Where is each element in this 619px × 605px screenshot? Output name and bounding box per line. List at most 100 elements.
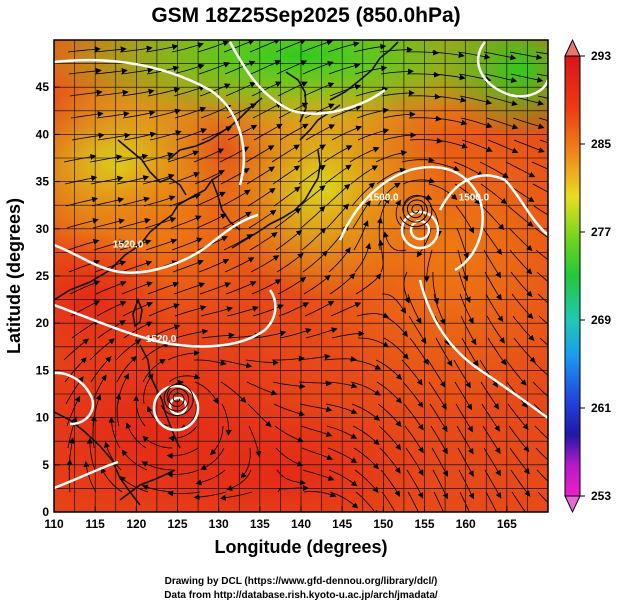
contour-line	[54, 289, 277, 348]
streamline	[93, 239, 126, 251]
streamline	[272, 165, 301, 185]
streamline	[323, 145, 353, 163]
coastline-korea	[211, 179, 241, 231]
streamline	[279, 328, 312, 339]
streamline	[86, 437, 96, 471]
y-tick-label: 45	[36, 80, 50, 94]
colorbar-ticks: 293 285 277 269 261 253	[580, 49, 611, 503]
streamline	[144, 217, 177, 229]
streamline	[226, 103, 257, 119]
streamline	[225, 82, 257, 97]
streamline	[538, 315, 548, 325]
streamline	[276, 60, 308, 75]
streamline	[509, 447, 530, 475]
streamline	[301, 227, 327, 251]
coastline-bohai	[117, 139, 187, 196]
streamline	[172, 63, 205, 75]
contour-line	[476, 41, 548, 98]
streamline	[329, 491, 359, 509]
colorbar-tick-label: 277	[591, 225, 611, 239]
streamline	[350, 381, 381, 396]
streamline	[483, 249, 502, 279]
streamline	[246, 166, 275, 185]
contour-line	[54, 213, 259, 274]
y-axis: 0 5 10 15 20 25 30 35 40 45	[36, 80, 60, 519]
streamline	[147, 87, 181, 97]
streamline	[509, 249, 533, 275]
streamline	[251, 279, 282, 295]
streamline	[406, 71, 440, 78]
streamline	[89, 338, 115, 361]
streamline	[458, 469, 474, 500]
streamline	[537, 95, 548, 99]
streamline	[403, 271, 410, 304]
streamline	[83, 460, 97, 493]
streamline	[380, 68, 414, 75]
streamline	[302, 469, 335, 481]
streamline	[121, 88, 155, 97]
coastlines	[54, 41, 399, 506]
streamline	[240, 447, 251, 479]
streamline	[305, 124, 336, 141]
streamline	[356, 107, 389, 119]
streamline	[142, 435, 173, 449]
streamline	[193, 491, 227, 500]
streamline	[381, 491, 396, 512]
streamline	[432, 271, 439, 305]
streamline	[123, 131, 157, 141]
x-tick-label: 140	[291, 517, 311, 531]
colorbar-tick-label: 285	[591, 137, 611, 151]
credit-data: Data from http://database.rish.kyoto-u.a…	[164, 590, 438, 601]
streamline	[405, 49, 439, 56]
streamline	[273, 403, 306, 417]
streamline	[174, 106, 207, 119]
streamline	[531, 359, 548, 376]
streamline	[539, 337, 548, 346]
streamline	[142, 173, 175, 185]
streamline	[432, 469, 448, 500]
colorbar-bottom-arrow	[564, 495, 581, 514]
x-tick-label: 125	[167, 517, 187, 531]
streamline	[531, 161, 548, 170]
streamline	[428, 183, 458, 200]
streamline	[484, 469, 502, 499]
streamline	[483, 447, 502, 477]
streamline	[304, 301, 335, 317]
streamline	[381, 90, 415, 97]
streamline	[71, 319, 100, 339]
streamline	[252, 102, 283, 119]
streamline	[100, 467, 123, 493]
streamline	[485, 95, 518, 107]
contour-label: 1520.0	[113, 240, 144, 251]
streamline	[328, 247, 351, 273]
streamline	[457, 51, 491, 60]
x-tick-label: 115	[85, 517, 105, 531]
streamline	[219, 359, 253, 369]
x-tick-label: 120	[126, 517, 146, 531]
streamline	[461, 337, 479, 367]
streamline	[143, 373, 154, 405]
streamline	[120, 67, 154, 75]
streamline	[247, 403, 272, 428]
streamline	[166, 447, 199, 459]
streamline	[401, 359, 423, 386]
streamline	[352, 425, 380, 446]
streamline	[277, 484, 309, 493]
streamline	[149, 324, 181, 339]
x-tick-label: 160	[456, 517, 476, 531]
streamline	[407, 93, 441, 100]
streamline	[453, 161, 484, 177]
streamline	[536, 73, 548, 77]
streamline	[377, 403, 402, 428]
grid	[54, 40, 548, 512]
streamline	[304, 103, 335, 119]
streamline	[271, 144, 300, 163]
streamline	[223, 40, 255, 53]
chart-title: GSM 18Z25Sep2025 (850.0hPa)	[151, 4, 460, 27]
streamline	[382, 111, 416, 119]
streamline	[405, 447, 424, 476]
streamline	[70, 111, 104, 119]
streamline	[433, 95, 467, 103]
streamline	[354, 469, 379, 493]
y-tick-label: 5	[42, 458, 49, 472]
